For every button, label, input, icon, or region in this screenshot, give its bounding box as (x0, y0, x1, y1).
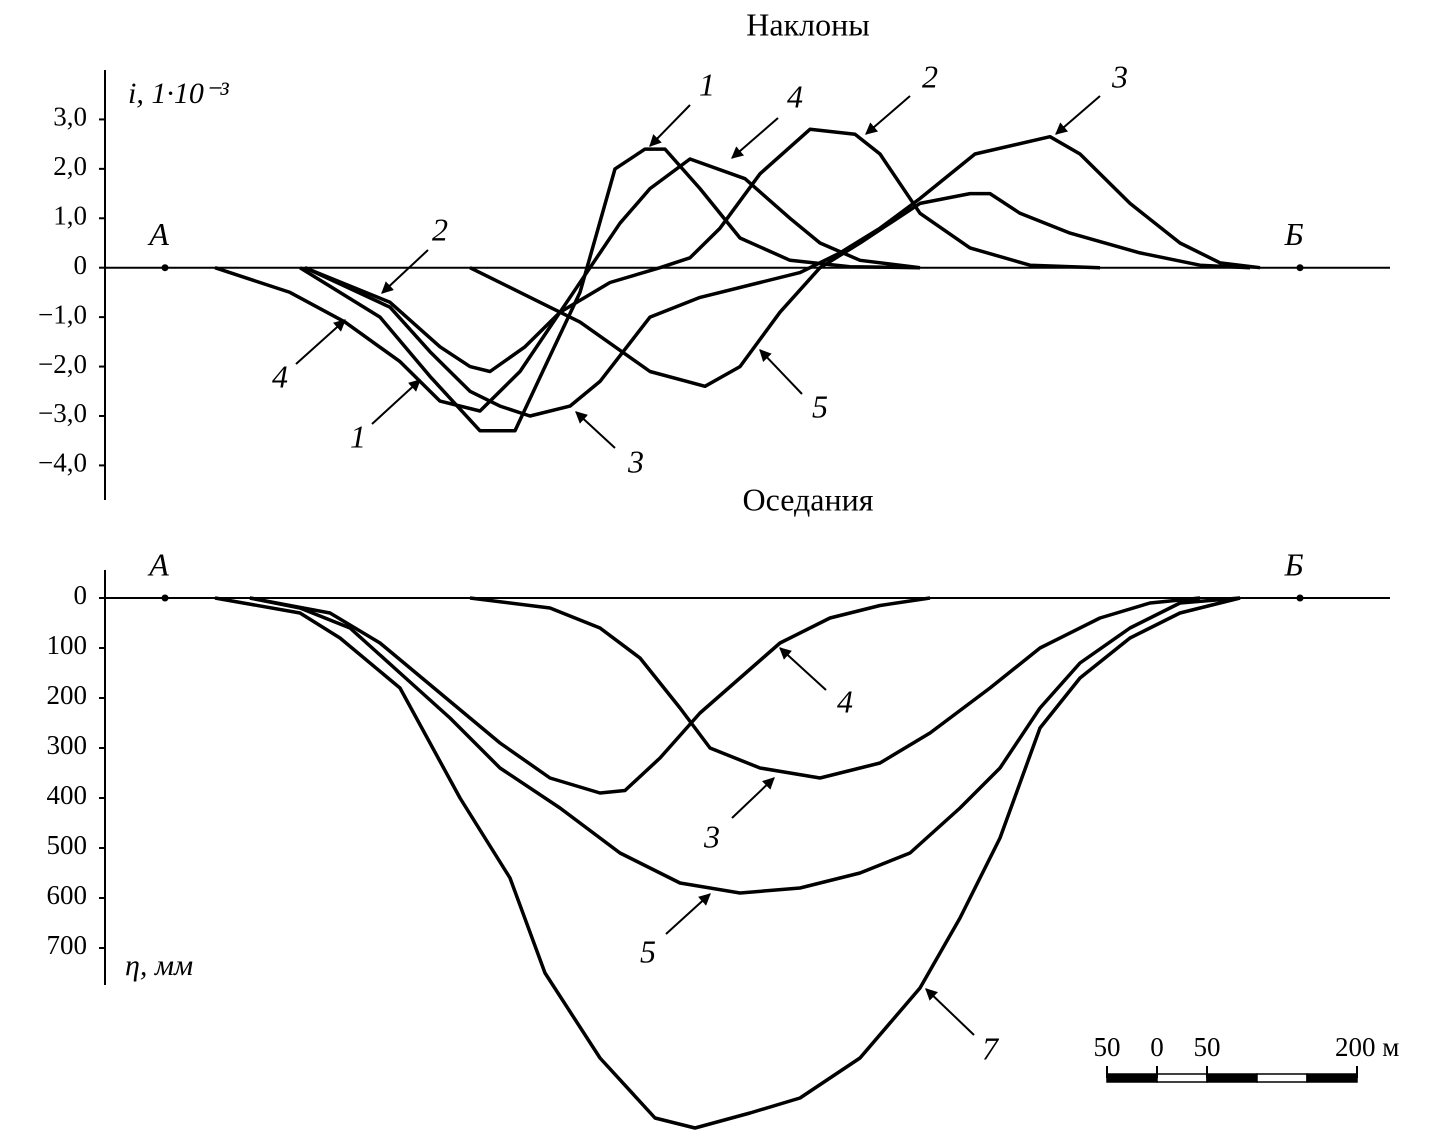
point-marker (1296, 264, 1304, 272)
y-tick-label: −4,0 (38, 448, 87, 478)
point-marker (161, 264, 169, 272)
scale-label: 200 м (1335, 1032, 1399, 1062)
y-tick-label: 0 (74, 250, 88, 280)
y-tick-label: 400 (47, 780, 88, 810)
annotation-arrow (1055, 95, 1101, 135)
point-marker (1296, 594, 1304, 602)
series-line (299, 147, 921, 433)
annotation-arrow (295, 319, 346, 365)
series-label: 4 (272, 358, 288, 394)
y-tick-label: 3,0 (53, 102, 87, 132)
y-tick-label: 2,0 (53, 151, 87, 181)
annotation-arrow (865, 95, 911, 135)
point-label: А (147, 546, 169, 582)
annotation-arrow (371, 379, 421, 425)
y-tick-label: −2,0 (38, 349, 87, 379)
series-label: 3 (703, 818, 720, 854)
y-tick-label: 500 (47, 830, 88, 860)
y-tick-label: 600 (47, 880, 88, 910)
y-tick-label: 1,0 (53, 200, 87, 230)
chart-title: Оседания (743, 481, 874, 517)
annotation-arrow (731, 117, 779, 159)
annotation-arrow (381, 249, 429, 294)
series-label: 2 (432, 211, 448, 247)
series-line (214, 596, 1241, 1130)
y-tick-label: −3,0 (38, 398, 87, 428)
series-label: 7 (982, 1030, 1000, 1066)
annotation-arrow (925, 988, 975, 1036)
series-label: 3 (627, 443, 644, 479)
annotation-arrow (665, 893, 711, 935)
annotation-arrow (779, 647, 827, 691)
scale-label: 50 (1094, 1032, 1121, 1062)
scale-segment (1206, 1073, 1258, 1083)
series-label: 5 (812, 388, 828, 424)
point-label: Б (1284, 546, 1304, 582)
y-axis-label: η, мм (125, 949, 193, 982)
y-tick-label: 200 (47, 680, 88, 710)
scale-label: 0 (1150, 1032, 1164, 1062)
series-line (249, 596, 1241, 895)
y-tick-label: 700 (47, 930, 88, 960)
series-label: 1 (699, 66, 715, 102)
chart-title: Наклоны (746, 6, 869, 42)
series-line (304, 134, 1261, 418)
scale-segment (1256, 1073, 1308, 1083)
series-line (469, 191, 1251, 389)
series-line (469, 596, 1201, 780)
y-tick-label: −1,0 (38, 299, 87, 329)
scale-label: 50 (1194, 1032, 1221, 1062)
scale-segment (1306, 1073, 1358, 1083)
series-label: 5 (640, 933, 656, 969)
series-label: 4 (837, 683, 853, 719)
annotation-arrow (759, 349, 803, 395)
point-marker (161, 594, 169, 602)
series-line (214, 157, 921, 413)
scale-segment (1106, 1073, 1158, 1083)
point-label: А (147, 216, 169, 252)
point-label: Б (1284, 216, 1304, 252)
series-line (304, 127, 1101, 374)
series-label: 2 (922, 58, 938, 94)
annotation-arrow (575, 411, 616, 449)
scale-segment (1156, 1073, 1208, 1083)
y-axis-label: i, 1·10⁻³ (128, 77, 230, 110)
annotation-arrow (731, 777, 775, 819)
series-label: 1 (350, 418, 366, 454)
annotation-arrow (649, 104, 691, 147)
series-label: 4 (787, 78, 803, 114)
series-line (249, 596, 931, 795)
series-label: 3 (1111, 58, 1128, 94)
y-tick-label: 300 (47, 730, 88, 760)
y-tick-label: 0 (74, 580, 88, 610)
y-tick-label: 100 (47, 630, 88, 660)
